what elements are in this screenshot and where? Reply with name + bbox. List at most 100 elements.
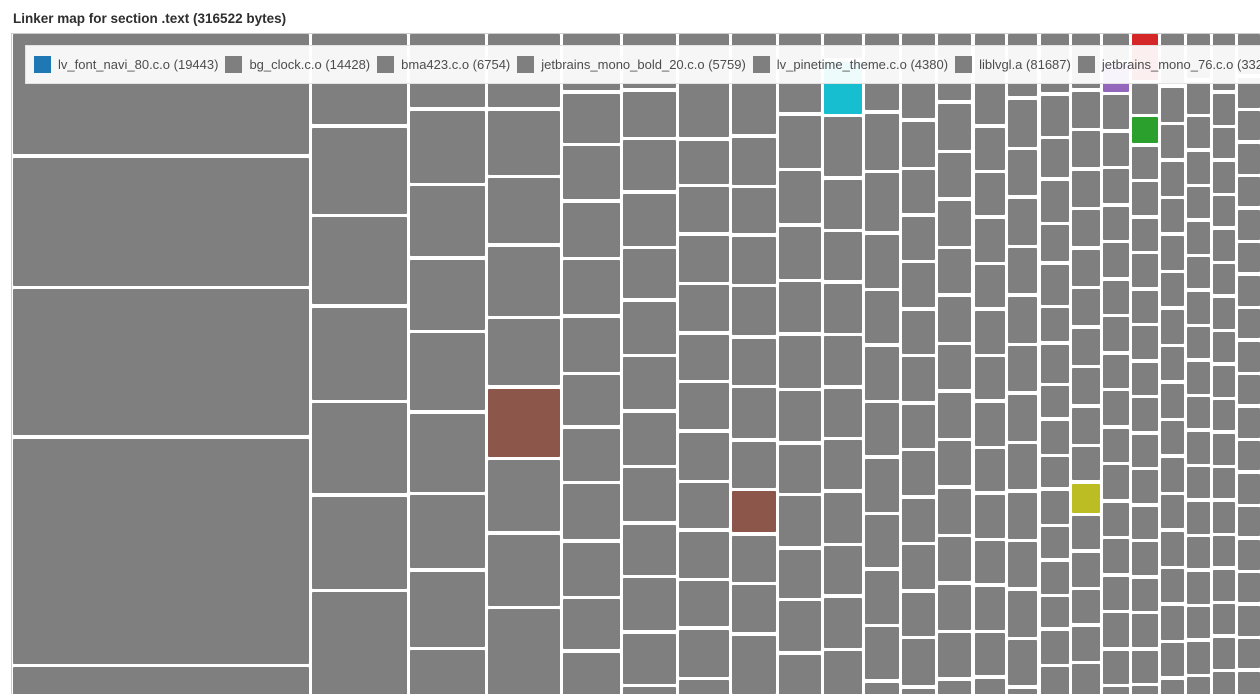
treemap-cell[interactable]	[938, 633, 971, 677]
treemap-cell[interactable]	[1132, 650, 1158, 683]
treemap-cell[interactable]	[1187, 397, 1210, 428]
treemap-cell[interactable]	[312, 403, 407, 493]
treemap-cell[interactable]	[1187, 571, 1210, 604]
treemap-cell[interactable]	[1041, 386, 1069, 417]
treemap-cell[interactable]	[1238, 143, 1260, 174]
treemap-cell[interactable]	[1103, 317, 1129, 351]
treemap-cell[interactable]	[1213, 93, 1235, 125]
treemap-cell[interactable]	[1213, 569, 1235, 601]
treemap-cell[interactable]	[865, 234, 899, 288]
treemap-cell[interactable]	[779, 115, 821, 168]
treemap-cell[interactable]	[732, 441, 776, 488]
treemap-cell[interactable]	[732, 287, 776, 335]
treemap-cell[interactable]	[824, 492, 862, 543]
treemap-cell[interactable]	[1072, 516, 1100, 549]
treemap-cell[interactable]	[1161, 383, 1184, 418]
treemap-cell[interactable]	[1103, 391, 1129, 425]
treemap-cell[interactable]	[902, 357, 935, 401]
treemap-cell[interactable]	[312, 307, 407, 400]
treemap-cell[interactable]	[1213, 128, 1235, 158]
treemap-cell[interactable]	[1072, 552, 1100, 587]
treemap-cell[interactable]	[1041, 561, 1069, 594]
treemap-cell[interactable]	[563, 93, 620, 143]
treemap-cell[interactable]	[1041, 344, 1069, 383]
treemap-cell[interactable]	[1041, 139, 1069, 177]
treemap-cell[interactable]	[938, 296, 971, 342]
treemap-cell[interactable]	[1008, 198, 1037, 245]
treemap-cell[interactable]	[732, 338, 776, 385]
treemap-cell[interactable]	[1103, 465, 1129, 499]
treemap-cell[interactable]	[732, 137, 776, 185]
treemap-cell[interactable]	[488, 110, 560, 175]
treemap-cell[interactable]	[1213, 604, 1235, 634]
treemap-cell[interactable]	[732, 388, 776, 438]
treemap-cell[interactable]	[679, 432, 729, 480]
treemap-cell[interactable]	[1213, 433, 1235, 465]
treemap-cell[interactable]	[563, 375, 620, 425]
treemap-cell[interactable]	[824, 283, 862, 333]
treemap-cell[interactable]	[975, 678, 1005, 694]
treemap-cell[interactable]	[1213, 332, 1235, 362]
treemap-cell[interactable]	[1132, 182, 1158, 215]
treemap-cell[interactable]	[1041, 490, 1069, 524]
treemap-cell[interactable]	[679, 629, 729, 677]
treemap-cell[interactable]	[975, 265, 1005, 307]
treemap-cell[interactable]	[975, 402, 1005, 446]
treemap-cell[interactable]	[902, 451, 935, 495]
treemap-cell[interactable]	[1187, 361, 1210, 394]
treemap-cell[interactable]	[975, 310, 1005, 354]
treemap-cell[interactable]	[410, 650, 485, 694]
treemap-cell[interactable]	[1238, 407, 1260, 438]
treemap-cell[interactable]	[865, 113, 899, 170]
treemap-cell[interactable]	[563, 317, 620, 372]
treemap-cell[interactable]	[1008, 444, 1037, 489]
treemap-cell[interactable]	[1103, 650, 1129, 684]
treemap-cell-highlight[interactable]	[732, 491, 776, 532]
treemap-cell[interactable]	[1161, 421, 1184, 454]
treemap-cell[interactable]	[1072, 289, 1100, 325]
treemap-cell[interactable]	[1187, 81, 1210, 114]
treemap-cell[interactable]	[1238, 177, 1260, 206]
treemap-cell[interactable]	[1238, 209, 1260, 240]
treemap-cell[interactable]	[1213, 264, 1235, 294]
treemap-cell[interactable]	[1041, 264, 1069, 305]
treemap-cell[interactable]	[938, 441, 971, 485]
treemap-cell[interactable]	[1238, 639, 1260, 668]
treemap-cell[interactable]	[1103, 280, 1129, 314]
treemap-cell[interactable]	[1072, 447, 1100, 480]
treemap-cell[interactable]	[623, 193, 676, 246]
treemap-cell[interactable]	[1103, 206, 1129, 240]
treemap-cell[interactable]	[975, 586, 1005, 630]
treemap-cell[interactable]	[410, 333, 485, 410]
treemap-cell[interactable]	[1041, 457, 1069, 487]
treemap-cell[interactable]	[975, 449, 1005, 491]
treemap-cell[interactable]	[824, 597, 862, 648]
treemap-cell[interactable]	[824, 232, 862, 280]
treemap-cell[interactable]	[488, 534, 560, 606]
treemap-cell[interactable]	[679, 334, 729, 380]
treemap-cell[interactable]	[1238, 243, 1260, 272]
treemap-cell[interactable]	[13, 157, 309, 286]
treemap-cell[interactable]	[1161, 605, 1184, 640]
treemap-cell[interactable]	[1103, 576, 1129, 610]
treemap-cell[interactable]	[1132, 470, 1158, 503]
treemap-cell[interactable]	[1041, 667, 1069, 694]
treemap-cell[interactable]	[1161, 643, 1184, 676]
treemap-cell[interactable]	[488, 246, 560, 316]
treemap-cell[interactable]	[938, 488, 971, 534]
treemap-cell[interactable]	[1238, 441, 1260, 470]
treemap-cell[interactable]	[312, 127, 407, 214]
treemap-cell[interactable]	[1187, 501, 1210, 534]
treemap-cell[interactable]	[1072, 249, 1100, 286]
treemap-cell[interactable]	[902, 263, 935, 307]
treemap-cell[interactable]	[1132, 434, 1158, 467]
treemap-cell[interactable]	[975, 494, 1005, 538]
treemap-cell[interactable]	[779, 549, 821, 598]
treemap-cell[interactable]	[1103, 687, 1129, 694]
treemap-cell[interactable]	[1103, 354, 1129, 388]
treemap-cell[interactable]	[902, 121, 935, 167]
treemap-cell[interactable]	[824, 336, 862, 385]
treemap-cell[interactable]	[13, 289, 309, 435]
treemap-cell[interactable]	[1132, 254, 1158, 287]
treemap-cell[interactable]	[1041, 308, 1069, 341]
